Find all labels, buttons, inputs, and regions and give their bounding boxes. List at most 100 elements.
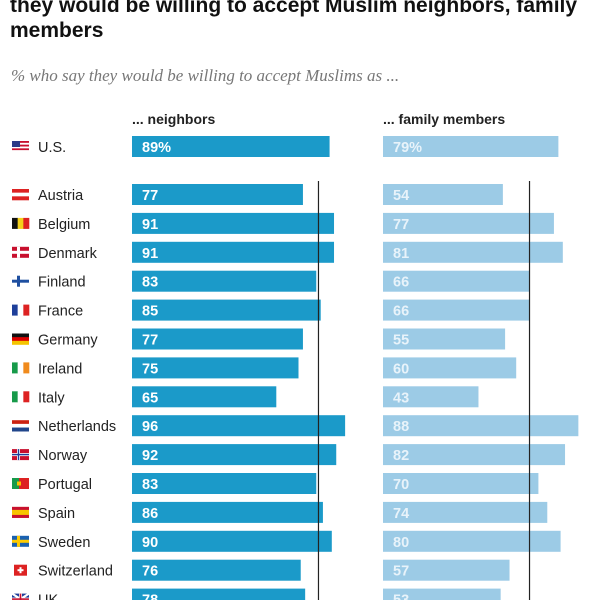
family-value-label-belgium: 77: [393, 217, 409, 233]
neighbors-value-label-portugal: 83: [142, 477, 158, 493]
family-bar-switzerland: [383, 559, 510, 581]
neighbors-bar-norway: [132, 444, 337, 466]
denmark-flag-icon: [12, 246, 29, 258]
neighbors-value-label-denmark: 91: [142, 246, 158, 262]
family-value-label-germany: 55: [393, 333, 409, 349]
family-column-header: ... family members: [383, 111, 506, 127]
family-bar-germany: [383, 328, 506, 350]
neighbors-value-label-france: 85: [142, 304, 158, 320]
neighbors-value-label-spain: 86: [142, 506, 158, 522]
neighbors-bar-portugal: [132, 473, 317, 494]
u-s-flag-icon: [12, 141, 29, 153]
country-label-italy: Italy: [38, 390, 65, 406]
neighbors-value-label-uk: 78: [142, 593, 158, 600]
family-value-label-ireland: 60: [393, 361, 409, 377]
country-label-finland: Finland: [38, 275, 86, 291]
sweden-flag-icon: [12, 535, 29, 547]
country-label-spain: Spain: [38, 506, 75, 522]
country-label-norway: Norway: [38, 448, 88, 464]
portugal-flag-icon: [12, 478, 29, 489]
country-label-germany: Germany: [38, 333, 98, 349]
family-bar-uk: [383, 588, 501, 600]
neighbors-bar-sweden: [132, 530, 332, 552]
neighbors-bar-switzerland: [132, 559, 301, 581]
austria-flag-icon: [12, 189, 29, 201]
family-bar-italy: [383, 386, 479, 408]
neighbors-bar-netherlands: [132, 415, 346, 437]
family-bar-portugal: [383, 473, 539, 494]
uk-flag-icon: [11, 592, 30, 600]
chart-title: they would be willing to accept Muslim n…: [10, 0, 578, 42]
neighbors-value-label-netherlands: 96: [142, 419, 158, 435]
country-label-denmark: Denmark: [38, 246, 98, 262]
ireland-flag-icon: [12, 362, 30, 374]
netherlands-flag-icon: [12, 420, 29, 432]
neighbors-bar-ireland: [132, 357, 299, 379]
country-label-austria: Austria: [38, 188, 84, 204]
family-value-label-u-s: 79%: [393, 140, 422, 156]
family-bar-france: [383, 299, 530, 321]
neighbors-value-label-sweden: 90: [142, 535, 158, 551]
germany-flag-icon: [12, 333, 29, 345]
country-label-uk: UK: [38, 593, 58, 600]
neighbors-bar-spain: [132, 501, 323, 523]
country-label-u-s: U.S.: [38, 140, 66, 156]
neighbors-column-header: ... neighbors: [132, 111, 216, 127]
neighbors-value-label-italy: 65: [142, 390, 158, 406]
family-bar-spain: [383, 501, 548, 523]
family-bar-austria: [383, 184, 503, 205]
family-value-label-finland: 66: [393, 275, 409, 291]
family-bar-finland: [383, 270, 530, 292]
norway-flag-icon: [12, 449, 29, 461]
country-label-belgium: Belgium: [38, 217, 90, 233]
country-label-switzerland: Switzerland: [38, 564, 113, 580]
country-label-sweden: Sweden: [38, 535, 90, 551]
family-bar-denmark: [383, 241, 563, 263]
belgium-flag-icon: [12, 217, 30, 229]
neighbors-bar-denmark: [132, 241, 335, 263]
family-bar-ireland: [383, 357, 517, 379]
italy-flag-icon: [12, 391, 30, 403]
neighbors-bar-italy: [132, 386, 277, 408]
neighbors-bar-germany: [132, 328, 303, 350]
family-value-label-switzerland: 57: [393, 564, 409, 580]
neighbors-value-label-u-s: 89%: [142, 140, 171, 156]
family-value-label-norway: 82: [393, 448, 409, 464]
neighbors-value-label-ireland: 75: [142, 361, 158, 377]
neighbors-bar-austria: [132, 184, 303, 205]
family-bar-sweden: [383, 530, 561, 552]
country-label-france: France: [38, 304, 83, 320]
neighbors-value-label-norway: 92: [142, 448, 158, 464]
family-bar-belgium: [383, 212, 554, 234]
neighbors-value-label-germany: 77: [142, 333, 158, 349]
family-bar-norway: [383, 444, 566, 466]
chart-subtitle: % who say they would be willing to accep…: [11, 66, 400, 85]
neighbors-bar-finland: [132, 270, 317, 292]
country-label-ireland: Ireland: [38, 361, 82, 377]
family-bar-u-s: [383, 136, 559, 157]
neighbors-value-label-belgium: 91: [142, 217, 158, 233]
neighbors-value-label-finland: 83: [142, 275, 158, 291]
neighbors-bar-belgium: [132, 212, 335, 234]
family-value-label-portugal: 70: [393, 477, 409, 493]
neighbors-value-label-switzerland: 76: [142, 564, 158, 580]
family-value-label-austria: 54: [393, 188, 409, 204]
finland-flag-icon: [12, 275, 29, 287]
family-value-label-netherlands: 88: [393, 419, 409, 435]
neighbors-bar-u-s: [132, 136, 330, 157]
switzerland-flag-icon: [14, 564, 27, 576]
family-value-label-italy: 43: [393, 390, 409, 406]
family-value-label-spain: 74: [393, 506, 409, 522]
neighbors-value-label-austria: 77: [142, 188, 158, 204]
country-label-portugal: Portugal: [38, 477, 92, 493]
country-label-netherlands: Netherlands: [38, 419, 116, 435]
family-value-label-uk: 53: [393, 593, 409, 600]
neighbors-bar-france: [132, 299, 321, 321]
france-flag-icon: [12, 304, 30, 316]
family-value-label-france: 66: [393, 304, 409, 320]
family-bar-netherlands: [383, 415, 579, 437]
family-value-label-denmark: 81: [393, 246, 409, 262]
family-value-label-sweden: 80: [393, 535, 409, 551]
spain-flag-icon: [12, 506, 29, 518]
